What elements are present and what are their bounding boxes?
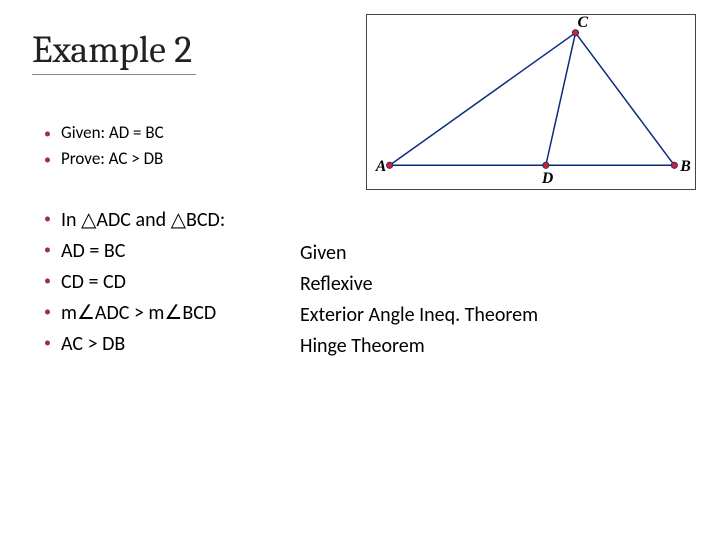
bullet-icon: • bbox=[44, 123, 51, 144]
proof-reason: Reflexive bbox=[300, 269, 538, 300]
proof-statement: AD = BC bbox=[61, 236, 125, 267]
list-item: • Given: AD = BC bbox=[44, 120, 164, 146]
given-text: Given: AD = BC bbox=[61, 120, 164, 146]
proof-statement: m∠ADC > m∠BCD bbox=[61, 298, 216, 329]
proof-reason: Hinge Theorem bbox=[300, 331, 538, 362]
proof-statement: CD = CD bbox=[61, 267, 126, 298]
list-item: • In △ADC and △BCD: bbox=[44, 205, 225, 236]
proof-statements-list: • In △ADC and △BCD: • AD = BC • CD = CD … bbox=[44, 205, 225, 360]
bullet-icon: • bbox=[44, 301, 51, 323]
list-item: • m∠ADC > m∠BCD bbox=[44, 298, 225, 329]
proof-reason: Exterior Angle Ineq. Theorem bbox=[300, 300, 538, 331]
list-item: • AD = BC bbox=[44, 236, 225, 267]
bullet-icon: • bbox=[44, 149, 51, 170]
list-item: • Prove: AC > DB bbox=[44, 146, 164, 172]
list-item: • AC > DB bbox=[44, 329, 225, 360]
prove-text: Prove: AC > DB bbox=[61, 146, 163, 172]
proof-statement: AC > DB bbox=[61, 329, 125, 360]
proof-reasons-list: Given Reflexive Exterior Angle Ineq. The… bbox=[300, 238, 538, 362]
proof-statement: In △ADC and △BCD: bbox=[61, 205, 225, 236]
triangle-diagram: A D B C bbox=[366, 14, 696, 190]
slide-title: Example 2 bbox=[32, 28, 196, 75]
proof-reason: Given bbox=[300, 238, 538, 269]
svg-text:B: B bbox=[679, 158, 691, 175]
svg-text:A: A bbox=[375, 158, 387, 175]
svg-text:D: D bbox=[541, 170, 554, 187]
bullet-icon: • bbox=[44, 239, 51, 261]
given-prove-list: • Given: AD = BC • Prove: AC > DB bbox=[44, 120, 164, 171]
bullet-icon: • bbox=[44, 332, 51, 354]
bullet-icon: • bbox=[44, 208, 51, 230]
svg-text:C: C bbox=[577, 15, 588, 31]
bullet-icon: • bbox=[44, 270, 51, 292]
list-item: • CD = CD bbox=[44, 267, 225, 298]
